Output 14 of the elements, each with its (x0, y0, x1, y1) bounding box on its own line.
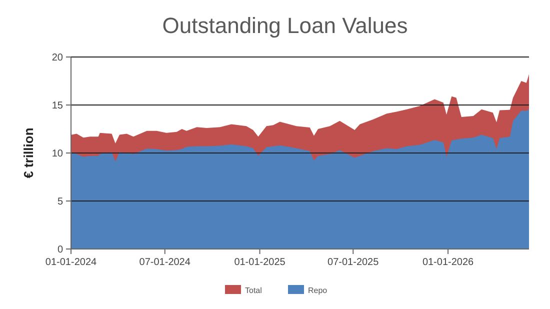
x-tick-label: 01-01-2024 (45, 257, 98, 268)
x-tick-label: 01-01-2025 (234, 257, 286, 268)
chart-title: Outstanding Loan Values (162, 13, 408, 38)
y-tick-label: 5 (57, 196, 64, 208)
x-tick-label: 07-01-2025 (328, 257, 380, 268)
y-tick-label: 15 (52, 100, 64, 112)
x-tick-label: 01-01-2026 (422, 257, 474, 268)
y-axis-title: € trillion (21, 128, 36, 178)
y-tick-label: 0 (57, 244, 64, 256)
legend-label: Repo (308, 286, 328, 295)
y-tick-label: 20 (52, 52, 64, 64)
y-tick-label: 10 (52, 148, 64, 160)
x-tick-label: 07-01-2024 (139, 257, 191, 268)
legend-label: Total (245, 286, 262, 295)
